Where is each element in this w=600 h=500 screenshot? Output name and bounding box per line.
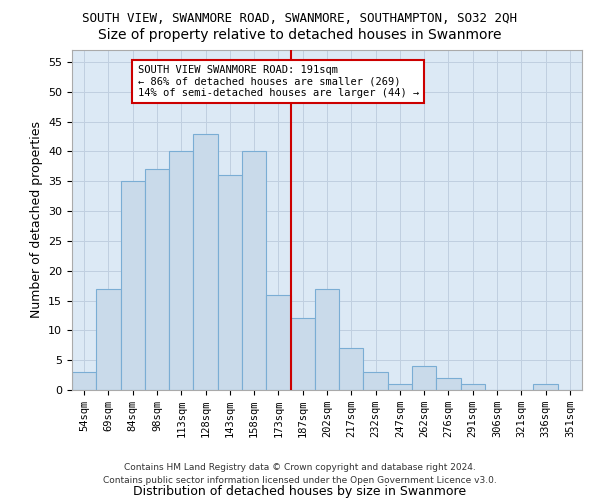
Bar: [364, 372, 388, 390]
Text: SOUTH VIEW, SWANMORE ROAD, SWANMORE, SOUTHAMPTON, SO32 2QH: SOUTH VIEW, SWANMORE ROAD, SWANMORE, SOU…: [83, 12, 517, 26]
Bar: [339, 348, 364, 390]
Bar: [121, 181, 145, 390]
Bar: [169, 152, 193, 390]
Bar: [72, 372, 96, 390]
Bar: [461, 384, 485, 390]
Bar: [193, 134, 218, 390]
Text: SOUTH VIEW SWANMORE ROAD: 191sqm
← 86% of detached houses are smaller (269)
14% : SOUTH VIEW SWANMORE ROAD: 191sqm ← 86% o…: [137, 65, 419, 98]
Text: Size of property relative to detached houses in Swanmore: Size of property relative to detached ho…: [98, 28, 502, 42]
Bar: [242, 152, 266, 390]
Text: Distribution of detached houses by size in Swanmore: Distribution of detached houses by size …: [133, 484, 467, 498]
Bar: [266, 294, 290, 390]
Bar: [96, 288, 121, 390]
Bar: [218, 176, 242, 390]
Bar: [290, 318, 315, 390]
Bar: [412, 366, 436, 390]
Bar: [436, 378, 461, 390]
Y-axis label: Number of detached properties: Number of detached properties: [29, 122, 43, 318]
Bar: [315, 288, 339, 390]
Bar: [145, 170, 169, 390]
Bar: [533, 384, 558, 390]
Text: Contains HM Land Registry data © Crown copyright and database right 2024.: Contains HM Land Registry data © Crown c…: [124, 464, 476, 472]
Text: Contains public sector information licensed under the Open Government Licence v3: Contains public sector information licen…: [103, 476, 497, 485]
Bar: [388, 384, 412, 390]
